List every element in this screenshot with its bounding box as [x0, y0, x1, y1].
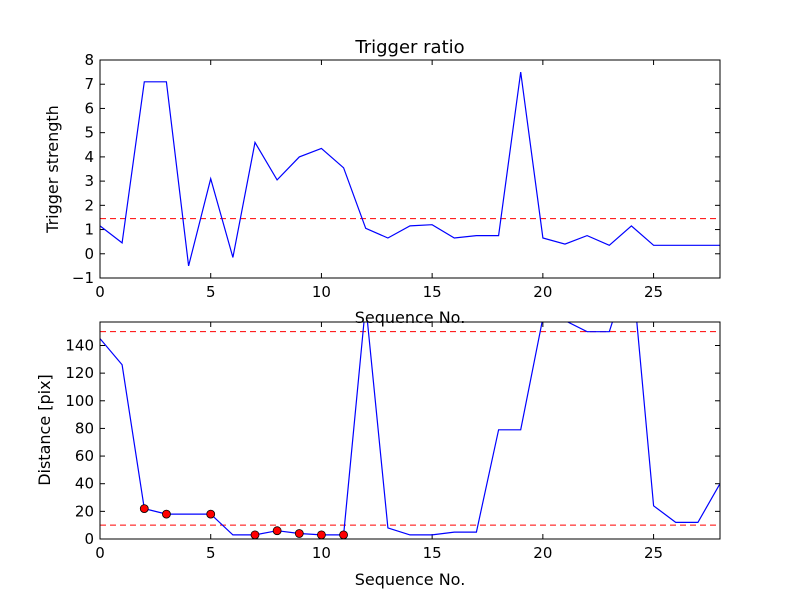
- y-tick-label: 5: [84, 124, 94, 142]
- y-axis-label: Distance [pix]: [35, 374, 54, 486]
- y-tick-label: 80: [75, 419, 94, 437]
- marker-point: [250, 530, 260, 539]
- marker-point: [139, 504, 149, 513]
- x-tick-label: 5: [206, 283, 216, 301]
- threshold-lines: [100, 331, 720, 526]
- marker-point: [162, 509, 171, 519]
- y-tick-label: 2: [84, 196, 94, 214]
- marker-point: [294, 529, 304, 538]
- series-layer: [100, 322, 720, 536]
- y-tick-label: 6: [84, 99, 94, 117]
- series-line: [100, 322, 720, 536]
- y-tick-label: 8: [84, 51, 94, 69]
- x-tick-label: 10: [312, 283, 331, 301]
- y-tick-label: 40: [75, 475, 94, 493]
- y-tick-label: 120: [65, 364, 94, 382]
- x-tick-label: 20: [533, 544, 552, 562]
- x-axis-label: Sequence No.: [355, 308, 466, 327]
- y-tick-label: 3: [84, 172, 94, 190]
- y-tick-label: 100: [65, 392, 94, 410]
- x-axis-label: Sequence No.: [355, 570, 466, 589]
- y-tick-label: −1: [72, 269, 94, 287]
- marker-point: [339, 530, 348, 539]
- plot-frame: [99, 59, 721, 279]
- y-tick-label: 1: [84, 221, 94, 239]
- series-layer: [100, 72, 720, 267]
- series-line: [100, 72, 720, 267]
- x-tick-label: 15: [423, 544, 442, 562]
- x-tick-label: 20: [533, 283, 552, 301]
- chart-title: Trigger ratio: [354, 37, 464, 58]
- y-axis-label: Trigger strength: [43, 105, 62, 234]
- x-tick-label: 5: [206, 544, 216, 562]
- plot-frame: [99, 321, 721, 540]
- marker-point: [317, 530, 326, 539]
- marker-point: [206, 509, 216, 519]
- axis-ticks: 0 5 10 15 20 25 0 20 40 60 80 100 120 140: [65, 322, 720, 562]
- x-tick-label: 15: [423, 283, 442, 301]
- y-tick-label: 60: [75, 447, 94, 465]
- x-tick-label: 25: [644, 283, 663, 301]
- marker-point: [272, 526, 282, 536]
- x-tick-label: 0: [95, 283, 105, 301]
- x-tick-label: 10: [312, 544, 331, 562]
- y-tick-label: 0: [84, 530, 94, 548]
- y-tick-label: 4: [84, 148, 94, 166]
- distance-panel: Sequence No. Distance [pix] 0 5 10 15 20 25 0 2…: [35, 321, 721, 589]
- y-tick-label: 140: [65, 336, 94, 354]
- marker-layer: [139, 504, 348, 539]
- y-tick-label: 20: [75, 502, 94, 520]
- y-tick-label: 0: [84, 245, 94, 263]
- x-tick-label: 25: [644, 544, 663, 562]
- y-tick-label: 7: [84, 75, 94, 93]
- x-tick-label: 0: [95, 544, 105, 562]
